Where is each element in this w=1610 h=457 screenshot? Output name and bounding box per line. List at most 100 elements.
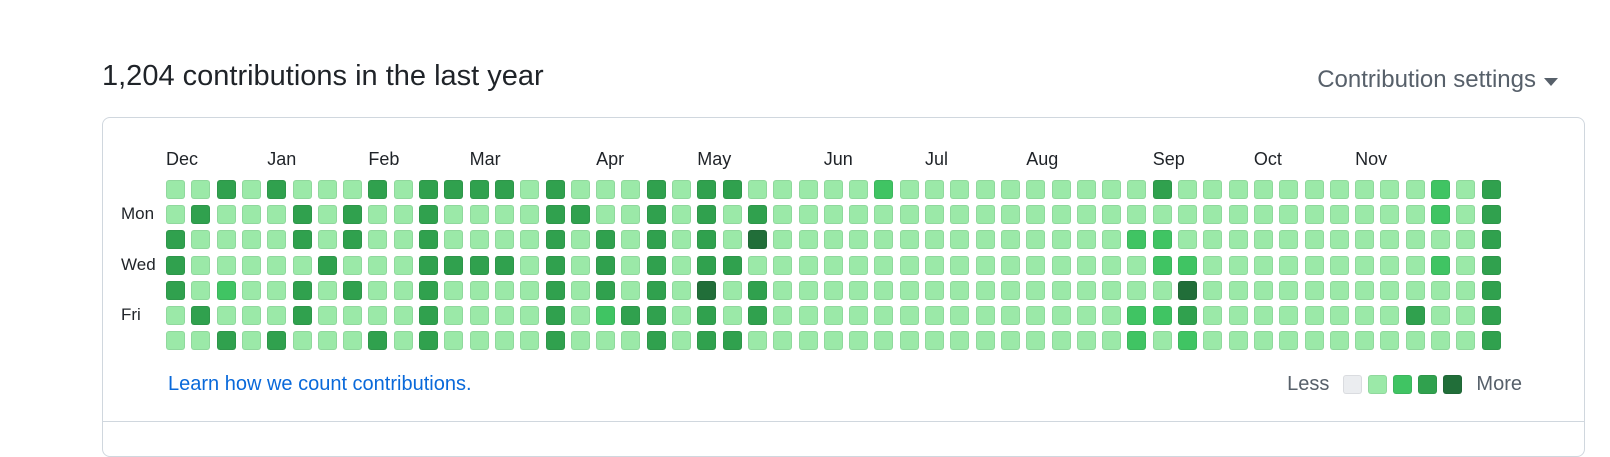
contribution-cell[interactable] xyxy=(1431,255,1450,275)
contribution-cell[interactable] xyxy=(1228,306,1248,325)
contribution-cell[interactable] xyxy=(621,306,641,325)
contribution-cell[interactable] xyxy=(241,230,261,250)
contribution-cell[interactable] xyxy=(646,255,666,275)
contribution-cell[interactable] xyxy=(343,331,363,351)
contribution-cell[interactable] xyxy=(393,205,413,225)
contribution-cell[interactable] xyxy=(419,255,438,275)
contribution-cell[interactable] xyxy=(1203,331,1223,351)
contribution-cell[interactable] xyxy=(1228,180,1248,199)
contribution-cell[interactable] xyxy=(166,331,185,351)
contribution-cell[interactable] xyxy=(874,280,894,300)
contribution-cell[interactable] xyxy=(343,306,363,325)
contribution-cell[interactable] xyxy=(1253,230,1273,250)
contribution-cell[interactable] xyxy=(773,280,793,300)
contribution-cell[interactable] xyxy=(1380,205,1400,225)
contribution-cell[interactable] xyxy=(747,280,767,300)
contribution-cell[interactable] xyxy=(317,306,337,325)
contribution-cell[interactable] xyxy=(1431,331,1450,351)
contribution-cell[interactable] xyxy=(697,331,717,351)
contribution-cell[interactable] xyxy=(747,255,767,275)
contribution-cell[interactable] xyxy=(419,180,438,199)
contribution-cell[interactable] xyxy=(899,306,919,325)
contribution-cell[interactable] xyxy=(1000,331,1020,351)
contribution-cell[interactable] xyxy=(1026,205,1046,225)
contribution-cell[interactable] xyxy=(1076,331,1096,351)
contribution-cell[interactable] xyxy=(646,205,666,225)
contribution-cell[interactable] xyxy=(368,205,388,225)
contribution-cell[interactable] xyxy=(975,280,995,300)
contribution-cell[interactable] xyxy=(1380,230,1400,250)
contribution-cell[interactable] xyxy=(1178,180,1197,199)
contribution-cell[interactable] xyxy=(241,331,261,351)
contribution-cell[interactable] xyxy=(1355,280,1375,300)
contribution-cell[interactable] xyxy=(849,280,869,300)
contribution-cell[interactable] xyxy=(1355,205,1375,225)
contribution-cell[interactable] xyxy=(1355,180,1375,199)
contribution-cell[interactable] xyxy=(191,280,211,300)
contribution-cell[interactable] xyxy=(950,306,970,325)
contribution-cell[interactable] xyxy=(1405,230,1425,250)
contribution-cell[interactable] xyxy=(1000,205,1020,225)
contribution-cell[interactable] xyxy=(393,180,413,199)
contribution-cell[interactable] xyxy=(1102,230,1122,250)
contribution-cell[interactable] xyxy=(1481,280,1501,300)
contribution-cell[interactable] xyxy=(1051,180,1071,199)
contribution-cell[interactable] xyxy=(545,205,565,225)
contribution-cell[interactable] xyxy=(646,180,666,199)
contribution-cell[interactable] xyxy=(343,280,363,300)
contribution-cell[interactable] xyxy=(697,230,717,250)
contribution-cell[interactable] xyxy=(1456,180,1476,199)
contribution-cell[interactable] xyxy=(798,331,818,351)
contribution-cell[interactable] xyxy=(393,306,413,325)
contribution-cell[interactable] xyxy=(1456,230,1476,250)
contribution-cell[interactable] xyxy=(722,180,742,199)
contribution-cell[interactable] xyxy=(1279,180,1299,199)
contribution-cell[interactable] xyxy=(747,306,767,325)
contribution-cell[interactable] xyxy=(570,280,590,300)
contribution-cell[interactable] xyxy=(1203,306,1223,325)
contribution-cell[interactable] xyxy=(570,205,590,225)
contribution-cell[interactable] xyxy=(469,180,489,199)
contribution-cell[interactable] xyxy=(1380,280,1400,300)
contribution-cell[interactable] xyxy=(1000,306,1020,325)
contribution-cell[interactable] xyxy=(1405,280,1425,300)
contribution-cell[interactable] xyxy=(1304,306,1324,325)
contribution-cell[interactable] xyxy=(975,255,995,275)
contribution-cell[interactable] xyxy=(317,280,337,300)
contribution-cell[interactable] xyxy=(1456,306,1476,325)
contribution-cell[interactable] xyxy=(1152,306,1172,325)
contribution-cell[interactable] xyxy=(1431,230,1450,250)
contribution-cell[interactable] xyxy=(773,205,793,225)
contribution-cell[interactable] xyxy=(621,280,641,300)
contribution-cell[interactable] xyxy=(1102,180,1122,199)
contribution-cell[interactable] xyxy=(1279,280,1299,300)
contribution-cell[interactable] xyxy=(1253,255,1273,275)
contribution-cell[interactable] xyxy=(1102,331,1122,351)
contribution-cell[interactable] xyxy=(1253,205,1273,225)
contribution-cell[interactable] xyxy=(672,205,691,225)
contribution-cell[interactable] xyxy=(1279,230,1299,250)
contribution-cell[interactable] xyxy=(267,280,287,300)
contribution-cell[interactable] xyxy=(520,280,540,300)
contribution-cell[interactable] xyxy=(697,306,717,325)
contribution-cell[interactable] xyxy=(292,255,312,275)
contribution-cell[interactable] xyxy=(444,205,464,225)
contribution-cell[interactable] xyxy=(1076,205,1096,225)
contribution-cell[interactable] xyxy=(419,205,438,225)
contribution-cell[interactable] xyxy=(1431,180,1450,199)
contribution-cell[interactable] xyxy=(1203,280,1223,300)
contribution-cell[interactable] xyxy=(1203,205,1223,225)
contribution-cell[interactable] xyxy=(1405,205,1425,225)
contribution-cell[interactable] xyxy=(444,331,464,351)
contribution-cell[interactable] xyxy=(520,255,540,275)
contribution-cell[interactable] xyxy=(1051,205,1071,225)
contribution-cell[interactable] xyxy=(925,331,944,351)
contribution-cell[interactable] xyxy=(267,205,287,225)
contribution-cell[interactable] xyxy=(216,180,236,199)
contribution-cell[interactable] xyxy=(1431,205,1450,225)
contribution-cell[interactable] xyxy=(672,255,691,275)
contribution-cell[interactable] xyxy=(899,180,919,199)
contribution-cell[interactable] xyxy=(899,230,919,250)
contribution-cell[interactable] xyxy=(1481,306,1501,325)
contribution-cell[interactable] xyxy=(1380,331,1400,351)
